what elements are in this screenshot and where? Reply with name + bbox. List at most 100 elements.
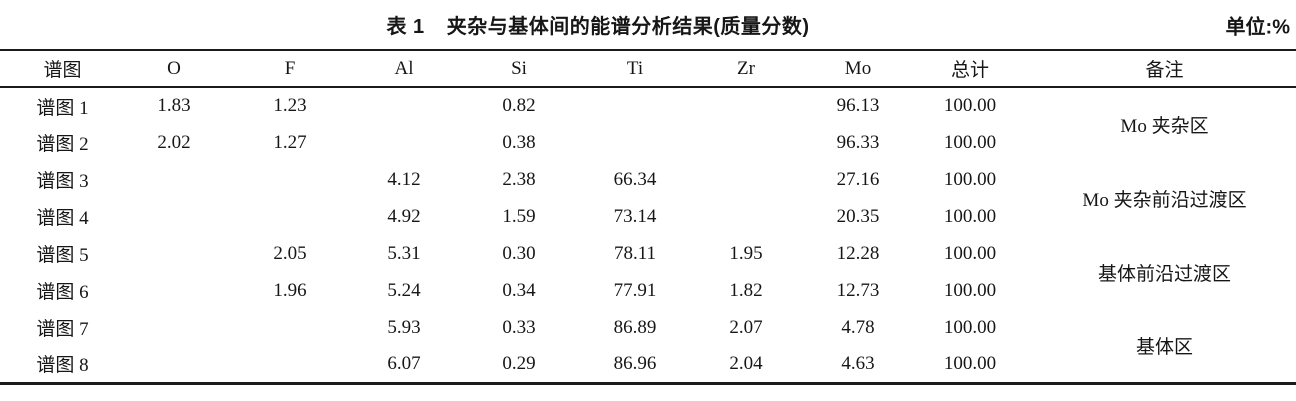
table-row: 谱图 3 4.12 2.38 66.34 27.16 100.00 Mo 夹杂前… bbox=[0, 161, 1296, 211]
cell-total: 100.00 bbox=[943, 279, 997, 301]
cell-mo: 96.13 bbox=[836, 95, 880, 116]
cell-zr bbox=[683, 87, 809, 124]
table-row: 谱图 5 2.05 5.31 0.30 78.11 1.95 12.28 100… bbox=[0, 235, 1296, 285]
col-header-mo: Mo bbox=[809, 50, 907, 88]
cell-f bbox=[223, 309, 357, 346]
cell-f: 2.05 bbox=[273, 242, 307, 264]
cell-ti: 78.11 bbox=[613, 242, 657, 264]
col-header-o: O bbox=[125, 50, 223, 88]
cell-total: 100.00 bbox=[943, 242, 997, 264]
cell-total: 100.00 bbox=[943, 168, 997, 190]
cell-ti: 66.34 bbox=[613, 168, 657, 190]
cell-f: 1.23 bbox=[273, 95, 307, 116]
row-label: 谱图 1 bbox=[36, 97, 89, 119]
cell-al: 6.07 bbox=[387, 352, 421, 374]
col-header-spectrum: 谱图 bbox=[0, 50, 125, 88]
col-header-zr: Zr bbox=[683, 50, 809, 88]
cell-mo: 4.78 bbox=[841, 316, 875, 338]
cell-mo: 96.33 bbox=[836, 131, 880, 153]
remark-cell: Mo 夹杂前沿过渡区 bbox=[1082, 189, 1247, 211]
cell-mo: 27.16 bbox=[836, 168, 880, 190]
cell-ti: 86.96 bbox=[613, 352, 657, 374]
cell-mo: 12.73 bbox=[836, 279, 880, 301]
table-row: 谱图 1 1.83 1.23 0.82 96.13 100.00 Mo 夹杂区 bbox=[0, 87, 1296, 137]
cell-f: 1.96 bbox=[273, 279, 307, 301]
cell-ti: 77.91 bbox=[613, 279, 657, 301]
col-header-al: Al bbox=[357, 50, 451, 88]
col-header-total: 总计 bbox=[907, 50, 1033, 88]
cell-si: 0.34 bbox=[502, 279, 536, 301]
remark-cell: 基体前沿过渡区 bbox=[1097, 263, 1231, 285]
table-title-line: 表 1 夹杂与基体间的能谱分析结果(质量分数) bbox=[0, 10, 1296, 39]
cell-total: 100.00 bbox=[943, 205, 997, 227]
cell-al: 4.12 bbox=[387, 168, 421, 190]
cell-o bbox=[125, 235, 223, 272]
cell-al: 5.93 bbox=[387, 316, 421, 338]
row-label: 谱图 7 bbox=[36, 319, 89, 340]
cell-zr bbox=[683, 124, 809, 161]
col-header-si: Si bbox=[451, 50, 587, 88]
table-number: 表 1 bbox=[386, 16, 425, 38]
cell-al bbox=[357, 87, 451, 124]
cell-zr bbox=[683, 161, 809, 198]
cell-total: 100.00 bbox=[943, 131, 997, 153]
cell-total: 100.00 bbox=[943, 95, 997, 116]
cell-al: 5.31 bbox=[387, 242, 421, 264]
col-header-ti: Ti bbox=[587, 50, 683, 88]
cell-o bbox=[125, 272, 223, 309]
cell-si: 0.82 bbox=[502, 95, 536, 116]
cell-zr: 2.07 bbox=[729, 316, 763, 338]
cell-o bbox=[125, 309, 223, 346]
row-label: 谱图 6 bbox=[36, 282, 89, 303]
cell-zr bbox=[683, 198, 809, 235]
cell-al: 4.92 bbox=[387, 205, 421, 227]
cell-o bbox=[125, 161, 223, 198]
cell-o bbox=[125, 198, 223, 235]
table-row: 谱图 6 1.96 5.24 0.34 77.91 1.82 12.73 100… bbox=[0, 272, 1296, 309]
cell-o: 1.83 bbox=[157, 95, 191, 116]
row-label: 谱图 4 bbox=[36, 208, 89, 229]
table-row: 谱图 7 5.93 0.33 86.89 2.07 4.78 100.00 基体… bbox=[0, 309, 1296, 358]
row-label: 谱图 2 bbox=[36, 134, 89, 155]
eds-results-table: 谱图 O F Al Si Ti Zr Mo 总计 备注 谱图 1 1.83 1.… bbox=[0, 49, 1296, 385]
table-caption: 表 1 夹杂与基体间的能谱分析结果(质量分数) 单位:% bbox=[0, 0, 1296, 49]
cell-si: 0.30 bbox=[502, 242, 536, 264]
cell-si: 2.38 bbox=[502, 168, 536, 190]
col-header-remark: 备注 bbox=[1033, 50, 1296, 88]
cell-al: 5.24 bbox=[387, 279, 421, 301]
table-row: 谱图 4 4.92 1.59 73.14 20.35 100.00 bbox=[0, 198, 1296, 235]
row-label: 谱图 8 bbox=[36, 355, 89, 377]
remark-cell: 基体区 bbox=[1135, 336, 1193, 358]
table-title: 夹杂与基体间的能谱分析结果(质量分数) bbox=[446, 16, 810, 38]
cell-mo: 20.35 bbox=[836, 205, 880, 227]
cell-al bbox=[357, 124, 451, 161]
header-row: 谱图 O F Al Si Ti Zr Mo 总计 备注 bbox=[0, 50, 1296, 88]
table-row: 谱图 2 2.02 1.27 0.38 96.33 100.00 bbox=[0, 124, 1296, 161]
col-header-f: F bbox=[223, 50, 357, 88]
remark-cell: Mo 夹杂区 bbox=[1120, 116, 1209, 137]
cell-zr: 2.04 bbox=[729, 352, 763, 374]
cell-si: 0.38 bbox=[502, 131, 536, 153]
cell-ti: 86.89 bbox=[613, 316, 657, 338]
row-label: 谱图 5 bbox=[36, 245, 89, 266]
unit-label: 单位:% bbox=[1225, 16, 1290, 38]
cell-f bbox=[223, 161, 357, 198]
cell-zr: 1.95 bbox=[729, 242, 763, 264]
cell-total: 100.00 bbox=[943, 352, 997, 374]
cell-f bbox=[223, 198, 357, 235]
cell-si: 0.33 bbox=[502, 316, 536, 338]
cell-zr: 1.82 bbox=[729, 279, 763, 301]
cell-o bbox=[125, 346, 223, 383]
cell-si: 0.29 bbox=[502, 352, 536, 374]
cell-ti bbox=[587, 87, 683, 124]
cell-ti bbox=[587, 124, 683, 161]
cell-f: 1.27 bbox=[273, 131, 307, 153]
row-label: 谱图 3 bbox=[36, 171, 89, 192]
cell-mo: 4.63 bbox=[841, 352, 875, 374]
cell-ti: 73.14 bbox=[613, 205, 657, 227]
cell-o: 2.02 bbox=[157, 131, 191, 153]
cell-total: 100.00 bbox=[943, 316, 997, 338]
cell-f bbox=[223, 346, 357, 383]
cell-mo: 12.28 bbox=[836, 242, 880, 264]
